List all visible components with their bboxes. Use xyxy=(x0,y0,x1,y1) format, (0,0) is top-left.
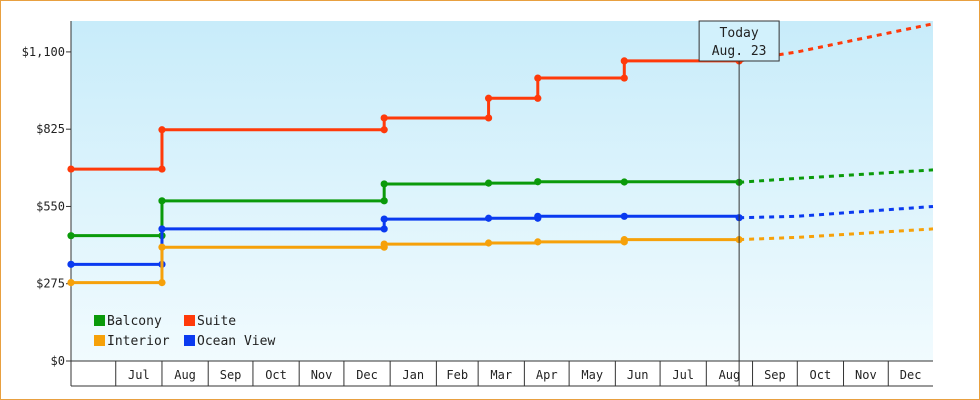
today-date: Aug. 23 xyxy=(712,44,767,59)
legend-swatch xyxy=(94,335,105,346)
x-tick-label: Apr xyxy=(536,368,558,382)
today-marker: Today Aug. 23 xyxy=(698,20,780,386)
x-tick-label: Dec xyxy=(356,368,378,382)
data-point xyxy=(534,212,542,220)
x-tick-label: Sep xyxy=(764,368,786,382)
data-point xyxy=(67,232,75,240)
axes: $0 $275 $550 $825 $1,100 Jul Aug Sep Oct Nov Dec Ja… xyxy=(22,21,933,387)
legend-item-ocean-view: Ocean View xyxy=(184,334,275,349)
y-tick-label: $1,100 xyxy=(22,45,65,59)
data-point xyxy=(67,165,75,173)
data-point xyxy=(484,94,493,102)
today-box xyxy=(698,20,780,62)
legend-item-suite: Suite xyxy=(184,314,236,329)
legend: Balcony Suite Interior Ocean View xyxy=(94,314,275,349)
x-tick-label: Jul xyxy=(128,368,150,382)
legend-swatch xyxy=(94,315,105,326)
x-tick-label: Aug xyxy=(174,368,196,382)
legend-item-interior: Interior xyxy=(94,334,170,349)
x-tick-label: Jan xyxy=(402,368,424,382)
data-point xyxy=(620,178,628,186)
x-tick-label: Jun xyxy=(627,368,649,382)
series-lines xyxy=(67,22,934,287)
data-point xyxy=(380,240,388,248)
x-tick-label: Mar xyxy=(490,368,512,382)
data-point xyxy=(484,214,493,222)
x-tick-label: Jul xyxy=(672,368,694,382)
legend-label: Interior xyxy=(107,334,170,349)
legend-swatch xyxy=(184,335,195,346)
legend-label: Suite xyxy=(197,314,236,329)
x-tick-label: Nov xyxy=(311,368,333,382)
data-point xyxy=(534,74,542,82)
x-tick-label: Aug xyxy=(719,368,741,382)
data-point xyxy=(484,179,493,187)
data-point xyxy=(380,225,388,233)
legend-label: Ocean View xyxy=(197,334,275,349)
data-point xyxy=(380,126,388,134)
y-tick-label: $825 xyxy=(36,122,65,136)
y-tick-label: $0 xyxy=(51,354,65,368)
data-point xyxy=(380,180,388,188)
data-point xyxy=(158,165,166,173)
data-point xyxy=(484,239,493,247)
y-tick-label: $275 xyxy=(36,277,65,291)
data-point xyxy=(67,260,75,268)
x-tick-label: Feb xyxy=(446,368,468,382)
data-point xyxy=(534,178,542,186)
x-tick-label: Nov xyxy=(855,368,877,382)
data-point xyxy=(158,279,166,287)
x-tick-label: Oct xyxy=(265,368,287,382)
forecast-line xyxy=(738,22,934,63)
legend-label: Balcony xyxy=(107,314,162,329)
x-tick-label: Dec xyxy=(900,368,922,382)
data-point xyxy=(620,57,628,65)
data-point xyxy=(158,126,166,134)
x-tick-label: Oct xyxy=(810,368,832,382)
data-point xyxy=(380,114,388,122)
plot-area xyxy=(71,21,933,361)
data-point xyxy=(67,279,75,287)
data-point xyxy=(620,212,628,220)
x-tick-label: Sep xyxy=(220,368,242,382)
data-point xyxy=(620,236,628,244)
y-tick-label: $550 xyxy=(36,199,65,213)
data-point xyxy=(484,114,493,122)
legend-swatch xyxy=(184,315,195,326)
data-point xyxy=(380,215,388,223)
data-point xyxy=(534,94,542,102)
data-point xyxy=(380,197,388,205)
data-point xyxy=(534,238,542,246)
x-tick-label: May xyxy=(581,368,603,382)
legend-item-balcony: Balcony xyxy=(94,314,162,329)
series-interior xyxy=(67,227,934,287)
data-point xyxy=(158,197,166,205)
data-point xyxy=(620,74,628,82)
series-balcony xyxy=(67,168,934,240)
data-point xyxy=(158,243,166,251)
today-label: Today xyxy=(720,26,759,41)
data-point xyxy=(158,225,166,233)
